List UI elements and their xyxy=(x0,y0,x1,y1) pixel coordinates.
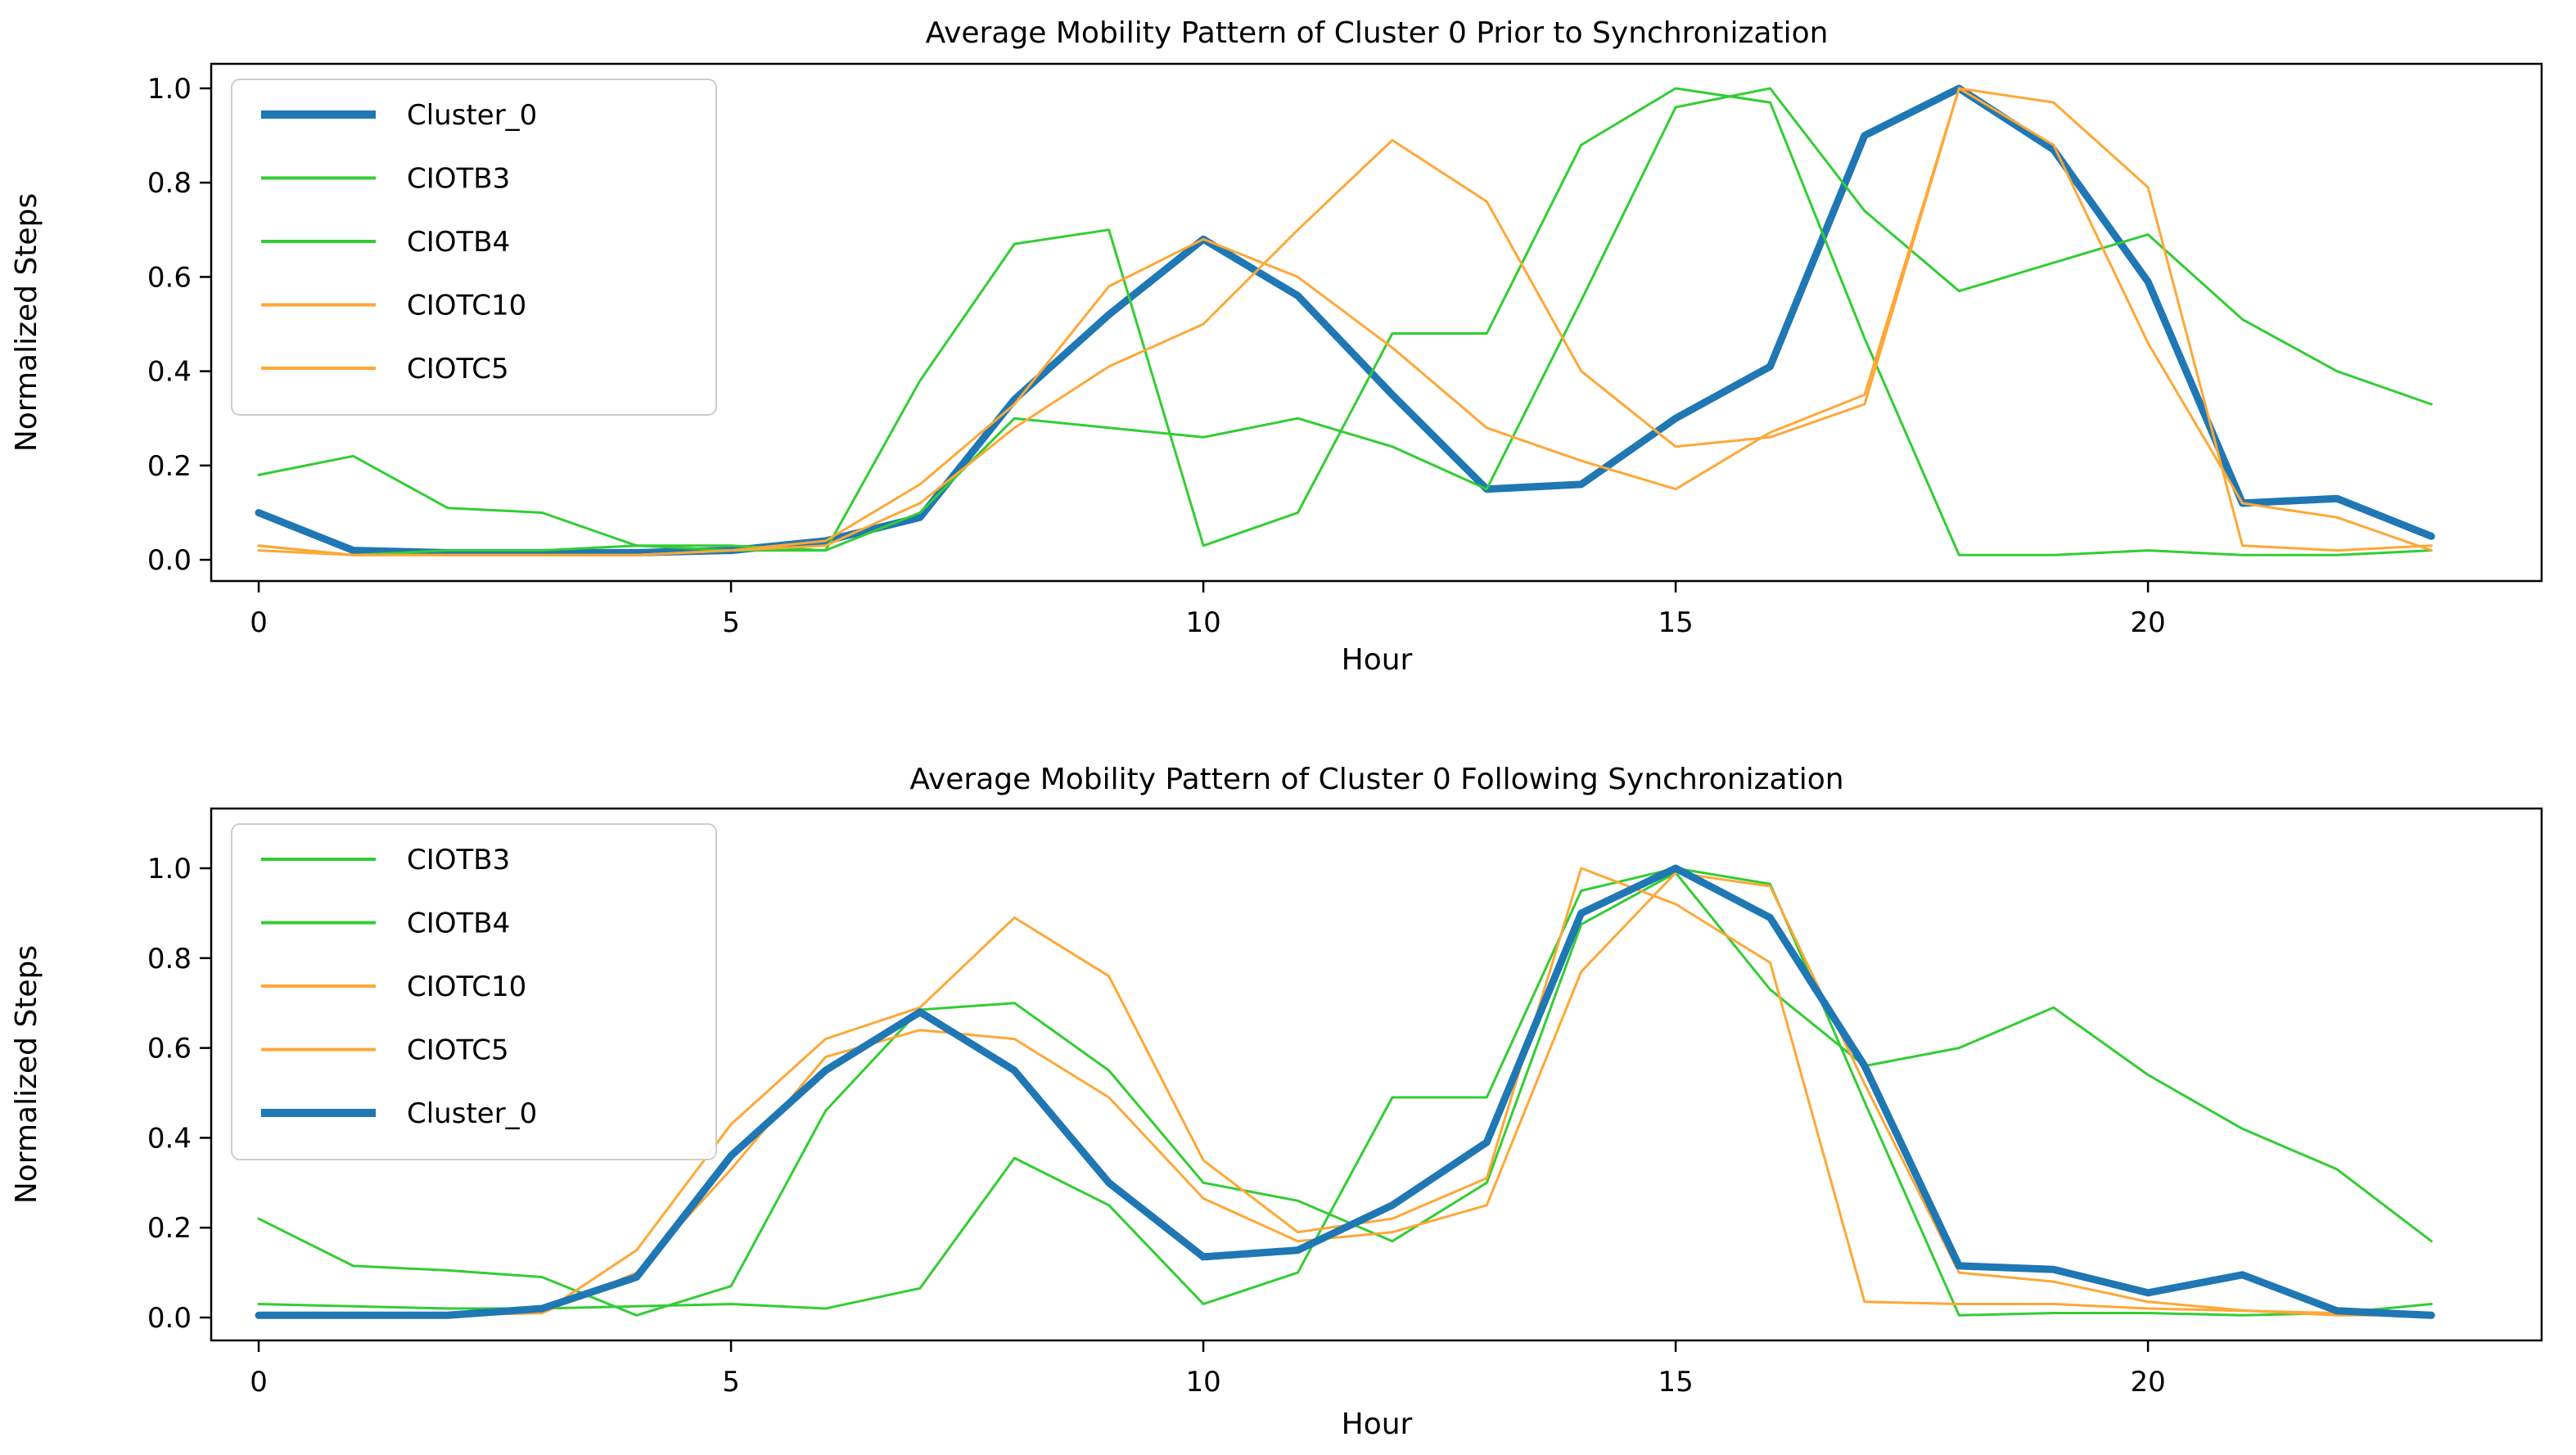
y-tick-label: 0.4 xyxy=(147,356,192,389)
series-line-CIOTC5 xyxy=(257,87,2433,556)
bottom-chart-title: Average Mobility Pattern of Cluster 0 Fo… xyxy=(909,763,1843,796)
legend-label-CIOTB3: CIOTB3 xyxy=(407,163,510,196)
y-tick-label: 0.4 xyxy=(147,1122,192,1155)
bottom-chart: Average Mobility Pattern of Cluster 0 Fo… xyxy=(10,763,2543,1441)
legend-label-CIOTC5: CIOTC5 xyxy=(407,1034,509,1067)
x-tick-label: 20 xyxy=(2130,1366,2165,1399)
y-tick-label: 0.2 xyxy=(147,1212,192,1245)
y-tick-label: 0.8 xyxy=(147,167,192,200)
y-tick-label: 0.8 xyxy=(147,943,192,975)
series-line-CIOTB3 xyxy=(257,87,2433,552)
y-tick-label: 0.0 xyxy=(147,1302,192,1335)
x-tick-label: 15 xyxy=(1658,606,1693,639)
x-tick-label: 15 xyxy=(1658,1366,1693,1399)
top-chart: Average Mobility Pattern of Cluster 0 Pr… xyxy=(10,16,2543,677)
top-plot-area: 0 5 10 15 20 0.0 0.2 0.4 0.6 0.8 1.0 Cluster_0 CIOTB… xyxy=(147,62,2543,639)
bottom-plot-area: 0 5 10 15 20 0.0 0.2 0.4 0.6 0.8 1.0 CIOTB3 CIOTB4 CI… xyxy=(147,807,2543,1399)
legend-box xyxy=(231,823,717,1160)
legend-label-Cluster_0: Cluster_0 xyxy=(407,99,537,132)
y-tick-label: 0.6 xyxy=(147,261,192,294)
x-tick-label: 0 xyxy=(250,1366,268,1399)
x-tick-label: 20 xyxy=(2130,606,2165,639)
series-line-Cluster_0 xyxy=(255,864,2435,1319)
legend-label-CIOTC5: CIOTC5 xyxy=(407,353,509,385)
plot-border xyxy=(210,807,2543,1342)
legend-box xyxy=(231,79,717,416)
bottom-yaxis-label: Normalized Steps xyxy=(10,945,43,1204)
legend-label-CIOTC10: CIOTC10 xyxy=(407,971,526,1003)
series-line-CIOTB3 xyxy=(257,872,2433,1317)
plot-border xyxy=(210,62,2543,583)
bottom-xaxis-label: Hour xyxy=(1342,1408,1413,1441)
x-tick-label: 10 xyxy=(1185,606,1220,639)
legend-label-CIOTB4: CIOTB4 xyxy=(407,226,510,259)
y-tick-label: 0.2 xyxy=(147,450,192,483)
legend-label-CIOTB4: CIOTB4 xyxy=(407,908,510,940)
y-tick-label: 0.6 xyxy=(147,1033,192,1065)
x-tick-label: 10 xyxy=(1185,1366,1220,1399)
x-tick-label: 5 xyxy=(722,1366,740,1399)
legend-label-CIOTB3: CIOTB3 xyxy=(407,844,510,876)
y-tick-label: 0.0 xyxy=(147,544,192,577)
series-line-CIOTB4 xyxy=(257,87,2433,556)
y-tick-label: 1.0 xyxy=(147,853,192,885)
legend-label-Cluster_0: Cluster_0 xyxy=(407,1097,537,1130)
x-tick-label: 0 xyxy=(250,606,268,639)
x-tick-label: 5 xyxy=(722,606,740,639)
y-tick-label: 1.0 xyxy=(147,73,192,106)
top-chart-title: Average Mobility Pattern of Cluster 0 Pr… xyxy=(926,16,1829,50)
legend-label-CIOTC10: CIOTC10 xyxy=(407,290,526,322)
series-line-CIOTB4 xyxy=(257,867,2433,1317)
top-xaxis-label: Hour xyxy=(1342,643,1413,677)
series-line-Cluster_0 xyxy=(255,84,2435,556)
top-yaxis-label: Normalized Steps xyxy=(10,193,43,452)
